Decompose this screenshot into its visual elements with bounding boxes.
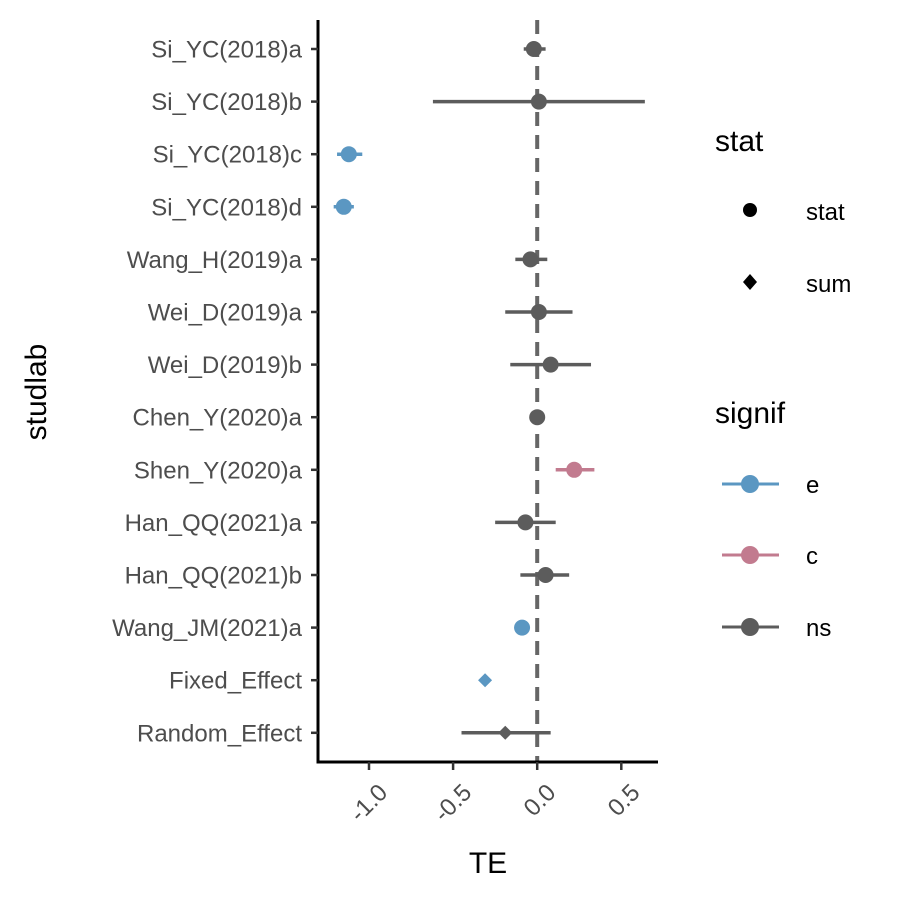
y-tick-label-wang-h-2019-a: Wang_H(2019)a bbox=[127, 247, 303, 274]
point-wei-d-2019-a bbox=[530, 304, 547, 320]
point-si-yc-2018-d bbox=[335, 198, 352, 215]
legend-ns-circle-icon bbox=[741, 618, 759, 636]
legend-sum-diamond-icon bbox=[743, 274, 757, 290]
y-tick-label-wei-d-2019-b: Wei_D(2019)b bbox=[148, 352, 302, 379]
point-shen-y-2020-a bbox=[566, 461, 583, 478]
point-chen-y-2020-a bbox=[529, 409, 546, 426]
point-han-qq-2021-b bbox=[537, 567, 554, 583]
point-wang-h-2019-a bbox=[522, 251, 539, 268]
legend-stat-circle-icon bbox=[743, 203, 757, 217]
x-ticks: -1.0 -0.5 0.0 0.5 bbox=[345, 762, 646, 827]
y-tick-label-wang-jm-2021-a: Wang_JM(2021)a bbox=[112, 615, 303, 642]
x-axis-title: TE bbox=[469, 847, 507, 880]
y-tick-label-chen-y-2020-a: Chen_Y(2020)a bbox=[133, 405, 303, 432]
x-tick-label-1: -0.5 bbox=[429, 779, 477, 827]
legend-c-label: c bbox=[806, 543, 818, 570]
legend-ns-label: ns bbox=[806, 615, 831, 642]
point-si-yc-2018-c bbox=[340, 146, 357, 163]
legend-sum-label: sum bbox=[806, 271, 851, 298]
legend-e-label: e bbox=[806, 472, 819, 499]
x-tick-label-0: -1.0 bbox=[345, 779, 393, 827]
y-tick-label-si-yc-2018-b: Si_YC(2018)b bbox=[151, 89, 302, 116]
y-tick-label-han-qq-2021-a: Han_QQ(2021)a bbox=[125, 510, 303, 537]
data-marks bbox=[333, 41, 645, 740]
y-tick-label-random-effect: Random_Effect bbox=[137, 720, 302, 747]
y-tick-labels: Si_YC(2018)a Si_YC(2018)b Si_YC(2018)c Si_Y… bbox=[112, 37, 318, 747]
y-tick-label-si-yc-2018-a: Si_YC(2018)a bbox=[151, 37, 302, 64]
legend-stat-title: stat bbox=[715, 125, 764, 158]
x-tick-label-2: 0.0 bbox=[519, 779, 562, 822]
point-si-yc-2018-b bbox=[530, 93, 547, 110]
point-wei-d-2019-b bbox=[542, 356, 559, 373]
legend-stat: stat stat sum bbox=[715, 125, 851, 298]
point-diamond-random-effect bbox=[498, 725, 513, 740]
point-wang-jm-2021-a bbox=[514, 619, 531, 636]
legend-signif: signif e c ns bbox=[715, 397, 831, 642]
legend-signif-title: signif bbox=[715, 397, 786, 430]
y-tick-label-si-yc-2018-c: Si_YC(2018)c bbox=[153, 142, 302, 169]
legend-e-circle-icon bbox=[741, 475, 759, 493]
point-diamond-fixed-effect bbox=[478, 673, 493, 688]
y-tick-label-shen-y-2020-a: Shen_Y(2020)a bbox=[134, 457, 303, 484]
point-si-yc-2018-a bbox=[525, 41, 542, 57]
y-axis-title: studlab bbox=[20, 344, 53, 441]
point-han-qq-2021-a bbox=[517, 514, 534, 531]
y-tick-label-si-yc-2018-d: Si_YC(2018)d bbox=[151, 194, 302, 221]
y-tick-label-fixed-effect: Fixed_Effect bbox=[169, 668, 302, 695]
y-tick-label-wei-d-2019-a: Wei_D(2019)a bbox=[148, 300, 303, 327]
y-tick-label-han-qq-2021-b: Han_QQ(2021)b bbox=[125, 563, 302, 590]
legend-stat-label: stat bbox=[806, 199, 845, 226]
x-tick-label-3: 0.5 bbox=[603, 779, 646, 822]
legend-c-circle-icon bbox=[741, 546, 759, 564]
